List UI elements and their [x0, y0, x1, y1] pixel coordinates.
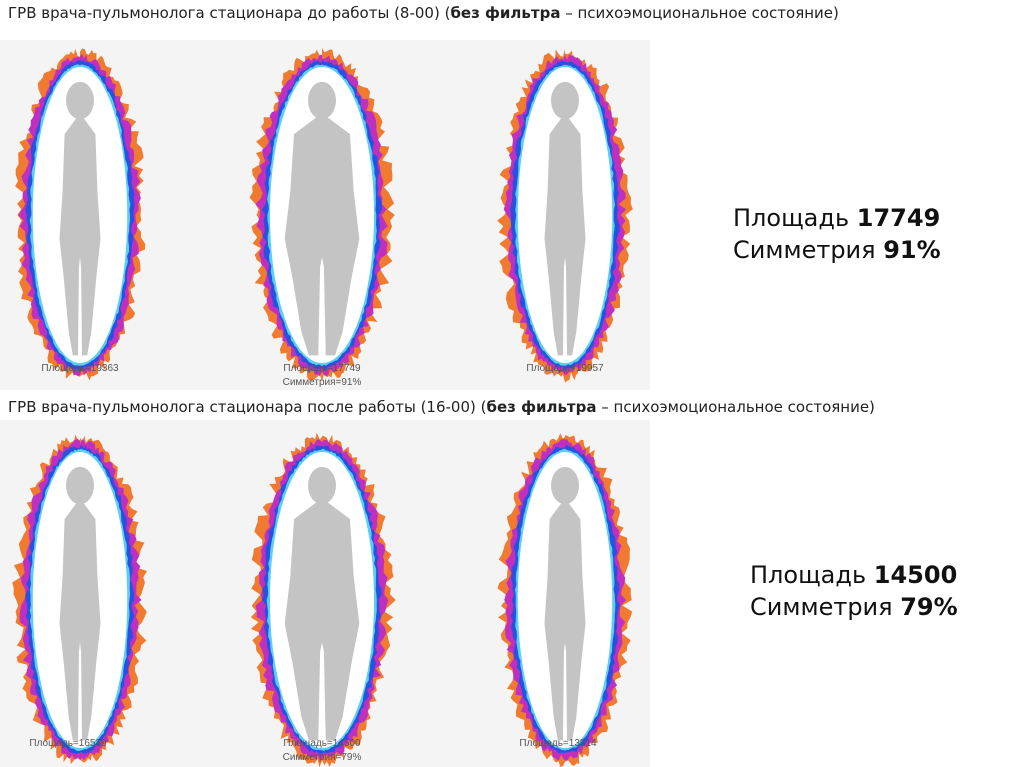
summary-label: Симметрия: [733, 236, 876, 264]
title-text: ГРВ врача-пульмонолога стационара после …: [8, 398, 487, 416]
summary-value: 17749: [856, 204, 941, 232]
summary: Площадь 17749 Симметрия 91%: [733, 202, 941, 266]
summary-value: 14500: [873, 561, 958, 589]
aura-images: Площадь=16539 Площадь=14500 Симметрия=79…: [12, 432, 633, 767]
title-text: – психоэмоциональное состояние): [560, 4, 839, 22]
silhouette: [59, 466, 101, 741]
caption: Симметрия=79%: [283, 752, 362, 763]
silhouette: [59, 81, 101, 356]
summary-value: 79%: [900, 593, 958, 621]
silhouette: [544, 466, 586, 741]
title-text: – психоэмоциональное состояние): [596, 398, 875, 416]
aura-images: Площадь=19363 Площадь=17749 Симметрия=91…: [15, 48, 633, 388]
caption: Площадь=17749: [283, 363, 361, 374]
aura-panel: Площадь=16539 Площадь=14500 Симметрия=79…: [0, 420, 650, 767]
summary: Площадь 14500 Симметрия 79%: [750, 559, 958, 623]
summary-label: Площадь: [733, 204, 850, 232]
caption: Площадь=16539: [29, 738, 107, 749]
caption: Симметрия=91%: [283, 377, 362, 388]
aura-panel: Площадь=19363 Площадь=17749 Симметрия=91…: [0, 40, 650, 390]
title-bold: без фильтра: [450, 4, 561, 22]
caption: Площадь=19363: [41, 363, 119, 374]
caption: Площадь=14500: [283, 738, 361, 749]
summary-value: 91%: [883, 236, 941, 264]
caption: Площадь=19957: [526, 363, 604, 374]
silhouette: [544, 81, 586, 356]
silhouette: [284, 81, 360, 356]
summary-label: Симметрия: [750, 593, 893, 621]
summary-label: Площадь: [750, 561, 867, 589]
section-title: ГРВ врача-пульмонолога стационара до раб…: [8, 4, 839, 22]
section-title: ГРВ врача-пульмонолога стационара после …: [8, 398, 875, 416]
title-text: ГРВ врача-пульмонолога стационара до раб…: [8, 4, 451, 22]
title-bold: без фильтра: [486, 398, 597, 416]
silhouette: [284, 466, 360, 741]
caption: Площадь=13514: [519, 738, 597, 749]
